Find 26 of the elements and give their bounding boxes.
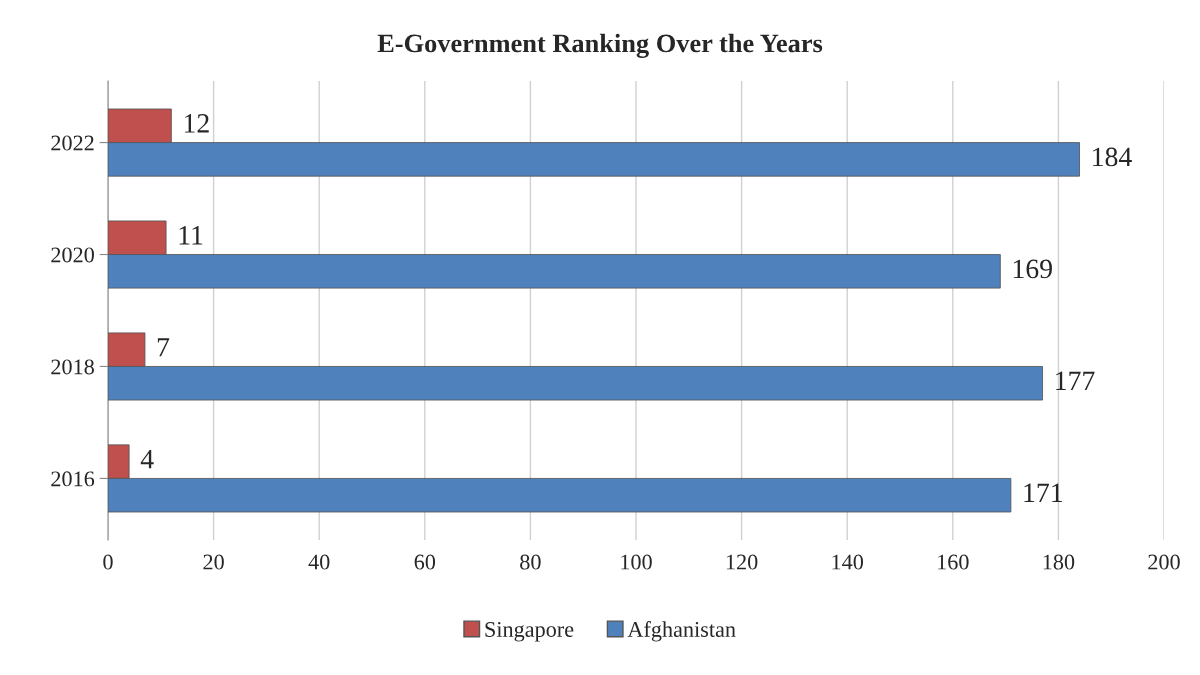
chart-title: E-Government Ranking Over the Years	[377, 33, 823, 58]
data-label: 11	[179, 226, 203, 245]
x-tick-label: 120	[726, 554, 758, 570]
data-label: 171	[1024, 483, 1062, 502]
legend-label: Singapore	[485, 621, 574, 642]
data-label: 184	[1093, 147, 1132, 167]
x-tick-label: 60	[414, 554, 436, 570]
x-tick-label: 160	[938, 554, 969, 570]
x-tick-label: 20	[203, 554, 224, 570]
y-tick-label: 2022	[51, 135, 94, 151]
y-tick-label: 2016	[51, 471, 95, 487]
data-label: 7	[157, 338, 170, 357]
x-tick-label: 80	[520, 554, 541, 570]
x-tick-label: 40	[308, 554, 330, 570]
x-tick-label: 0	[103, 554, 113, 570]
data-label: 12	[184, 114, 209, 133]
data-label: 169	[1013, 259, 1052, 279]
x-tick-label: 140	[832, 554, 864, 570]
y-tick-label: 2020	[51, 247, 94, 263]
data-label: 177	[1056, 371, 1095, 390]
x-tick-label: 180	[1043, 554, 1075, 570]
data-label: 4	[140, 450, 154, 469]
x-tick-label: 100	[621, 554, 652, 570]
legend-label: Afghanistan	[627, 621, 736, 642]
y-tick-label: 2018	[51, 359, 94, 375]
x-tick-label: 200	[1148, 554, 1180, 570]
